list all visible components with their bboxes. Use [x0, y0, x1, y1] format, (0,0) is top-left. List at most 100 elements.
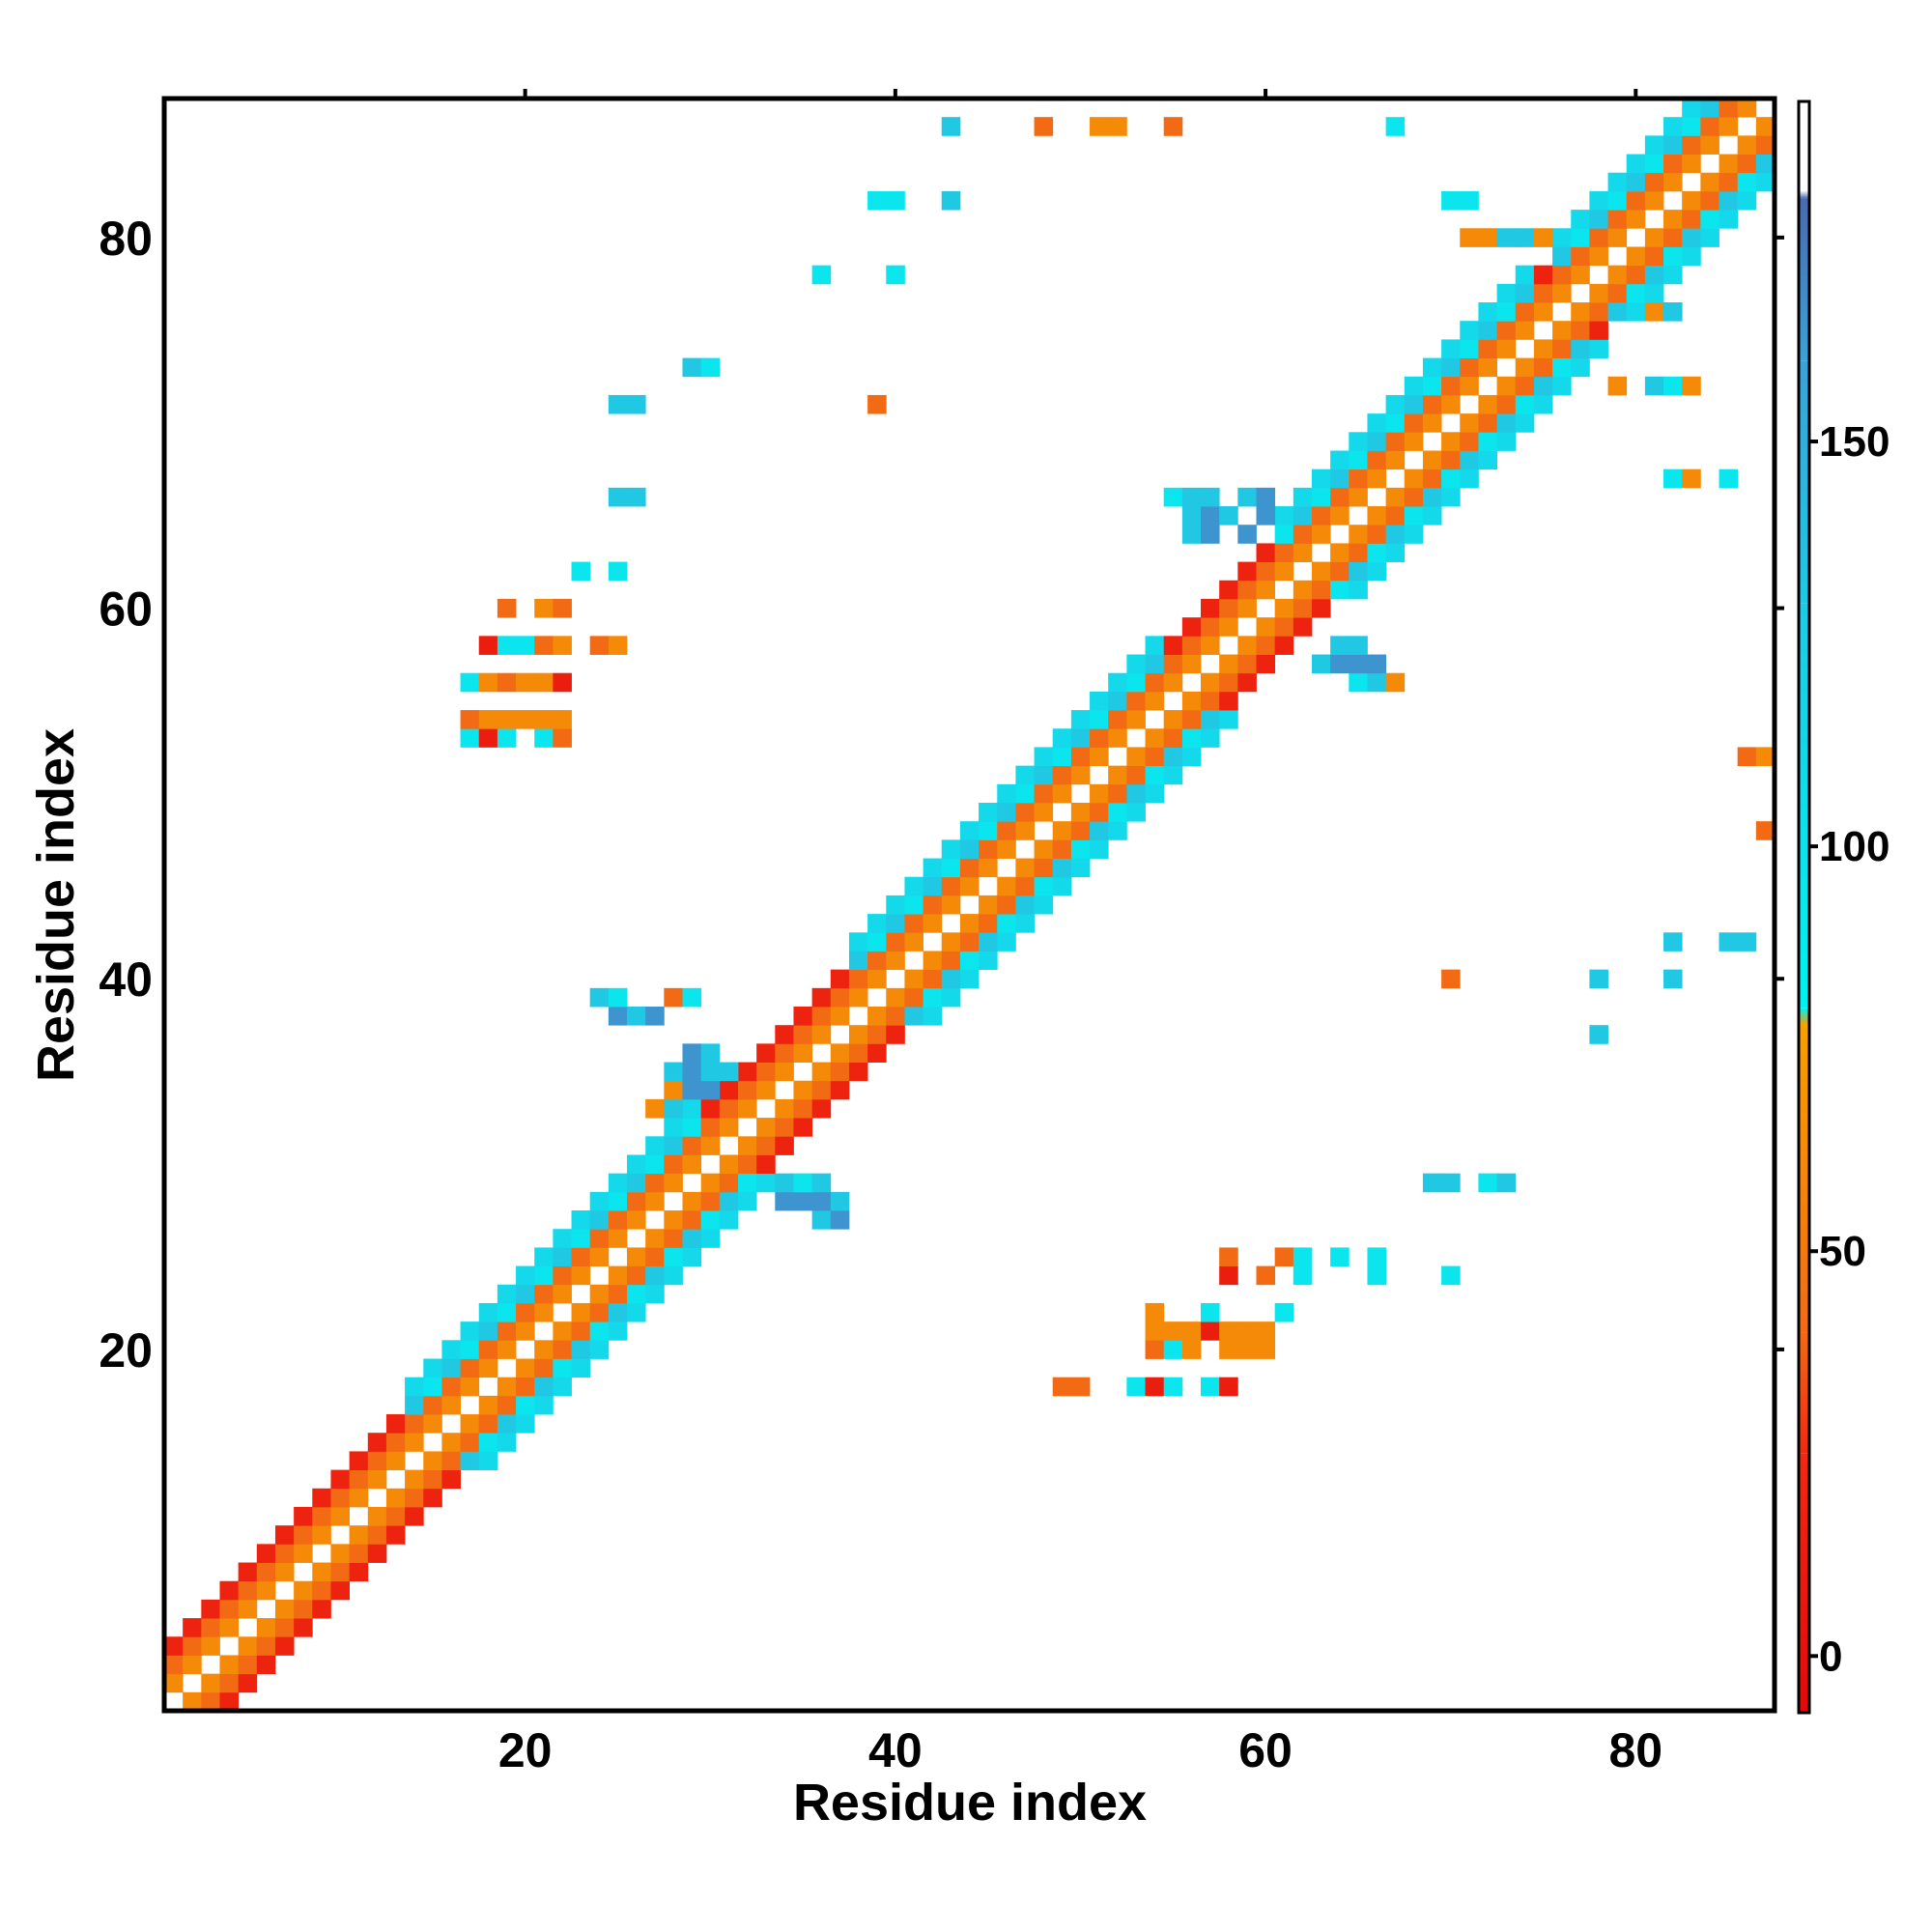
cell — [1219, 1247, 1238, 1266]
cell — [1663, 228, 1683, 247]
x-tick-label: 40 — [868, 1723, 923, 1777]
cell — [608, 1210, 628, 1230]
cell — [1755, 172, 1776, 192]
cell — [1700, 117, 1719, 136]
cell — [385, 1414, 406, 1434]
cell — [1145, 747, 1165, 767]
cell — [219, 1655, 240, 1675]
cell — [682, 1118, 702, 1137]
y-tick-label: 60 — [99, 582, 153, 637]
cell — [719, 1080, 739, 1100]
cell — [1108, 821, 1127, 840]
cell — [1219, 710, 1238, 729]
cell — [274, 1562, 295, 1582]
cell — [441, 1358, 461, 1378]
cell — [1441, 190, 1461, 211]
cell — [1404, 394, 1424, 414]
cell — [1589, 283, 1608, 303]
cell — [1441, 394, 1461, 414]
cell — [1349, 469, 1368, 489]
cell — [441, 1395, 461, 1415]
cell — [349, 1451, 369, 1471]
cell — [349, 1488, 369, 1508]
cell — [1126, 747, 1146, 767]
cell — [553, 636, 572, 655]
cell — [1385, 117, 1406, 136]
cell — [886, 1007, 905, 1026]
cell — [1034, 895, 1054, 915]
cell — [1496, 339, 1517, 358]
cell — [997, 914, 1016, 933]
cell — [1682, 246, 1701, 267]
cell — [867, 190, 887, 211]
cell — [959, 821, 980, 840]
cell — [478, 1340, 498, 1359]
cell — [1034, 839, 1054, 859]
cell — [534, 710, 554, 729]
colorbar-segment — [1799, 198, 1809, 361]
cell — [534, 728, 554, 748]
cell — [1126, 783, 1146, 804]
cell — [1737, 99, 1757, 118]
cell — [941, 190, 961, 211]
cell — [682, 1154, 702, 1175]
cell — [1052, 728, 1072, 748]
cell — [923, 951, 943, 971]
cell — [664, 1173, 683, 1193]
cell — [627, 1210, 646, 1230]
cell — [1441, 487, 1461, 507]
cell — [719, 1191, 739, 1211]
cell — [1663, 969, 1683, 989]
cell — [1385, 450, 1406, 470]
cell — [1145, 783, 1165, 804]
cell — [1737, 932, 1757, 952]
cell — [330, 1580, 351, 1601]
cell — [867, 914, 887, 933]
cell — [1515, 394, 1535, 414]
cell — [1090, 710, 1109, 729]
colorbar-segment — [1799, 603, 1809, 1009]
cell — [1552, 321, 1572, 340]
cell — [1145, 672, 1165, 693]
cell — [1145, 636, 1165, 655]
cell — [830, 1210, 850, 1230]
cell — [1404, 525, 1424, 544]
cell — [349, 1525, 369, 1545]
cell — [1052, 765, 1072, 785]
cell — [737, 1154, 757, 1175]
cell — [460, 1321, 480, 1341]
cell — [1626, 210, 1646, 229]
cell — [589, 987, 610, 1008]
cell — [1682, 190, 1701, 211]
cell — [1367, 561, 1387, 582]
cell — [608, 1229, 628, 1248]
cell — [1404, 506, 1424, 526]
cell — [1663, 302, 1683, 322]
cell — [867, 951, 887, 971]
cell — [1644, 246, 1664, 267]
cell — [1293, 543, 1313, 562]
cell — [1256, 487, 1276, 507]
cell — [1293, 617, 1313, 637]
cell — [1070, 858, 1091, 878]
cell — [1090, 691, 1109, 711]
cell — [627, 1191, 646, 1211]
cell — [1330, 1247, 1350, 1266]
cell — [1090, 747, 1109, 767]
cell — [1274, 506, 1294, 526]
cell — [1478, 413, 1497, 433]
cell — [1219, 1377, 1238, 1397]
cell — [1515, 321, 1535, 340]
cell — [497, 1433, 517, 1452]
cell — [959, 969, 980, 989]
cell — [1385, 487, 1406, 507]
cell — [330, 1562, 351, 1582]
cell — [516, 710, 535, 729]
colorbar-frame — [1797, 99, 1811, 1715]
cell — [1201, 1302, 1220, 1322]
cell — [867, 932, 887, 952]
cell — [1237, 525, 1257, 544]
cell — [1607, 210, 1628, 229]
cell — [682, 1229, 702, 1248]
cell — [238, 1673, 258, 1693]
